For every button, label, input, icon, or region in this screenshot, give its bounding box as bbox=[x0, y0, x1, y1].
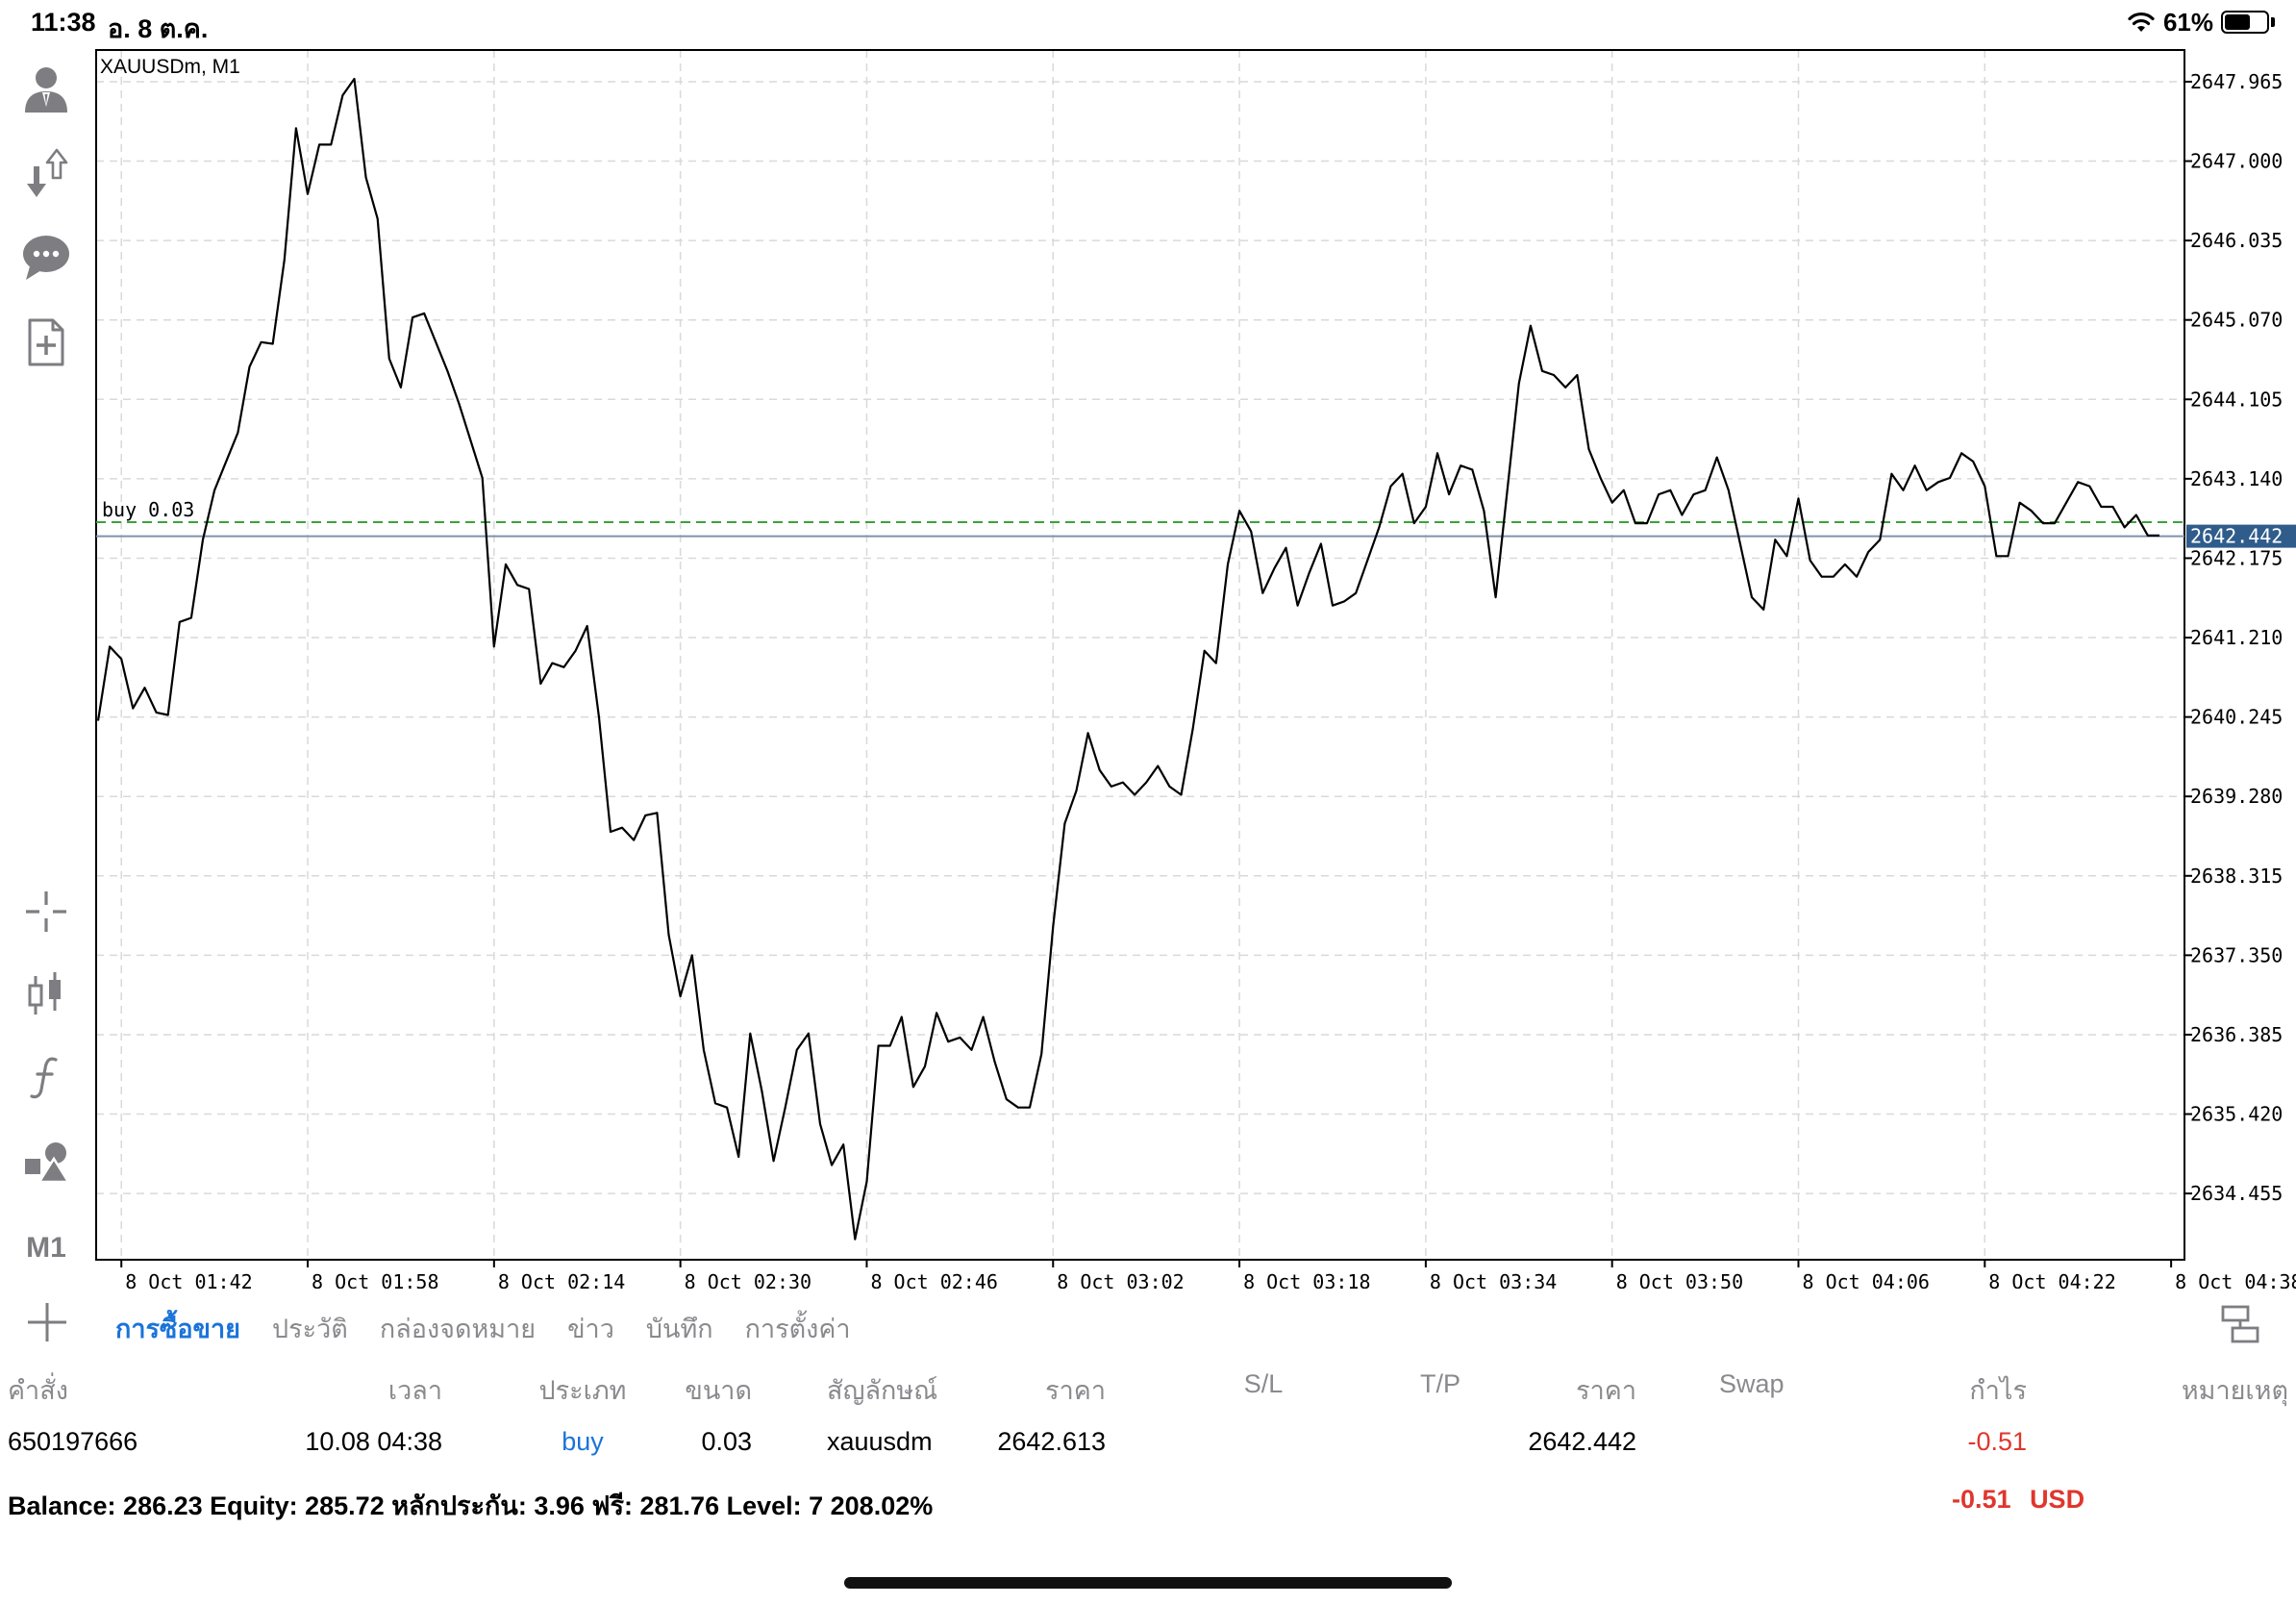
battery-icon bbox=[2221, 11, 2269, 34]
current-price-tag bbox=[2186, 524, 2296, 548]
x-tick-label: 8 Oct 04:06 bbox=[1802, 1270, 1929, 1289]
trade-arrows-icon bbox=[27, 148, 68, 197]
y-tick-label: 2644.105 bbox=[2190, 388, 2283, 411]
order-time: 10.08 04:38 bbox=[305, 1427, 442, 1456]
total-profit-currency: USD bbox=[2030, 1485, 2085, 1514]
y-tick-label: 2642.175 bbox=[2190, 546, 2283, 569]
candlestick-icon bbox=[28, 972, 61, 1015]
total-profit-value: -0.51 bbox=[1952, 1485, 2011, 1514]
x-tick-label: 8 Oct 03:18 bbox=[1243, 1270, 1370, 1289]
col-time: เวลา bbox=[387, 1376, 442, 1405]
new-order-icon bbox=[28, 318, 64, 366]
y-tick-label: 2634.455 bbox=[2190, 1182, 2283, 1205]
time-axis: 8 Oct 01:42 8 Oct 01:58 8 Oct 02:14 8 Oct 0… bbox=[120, 1260, 2296, 1289]
y-tick-label: 2640.245 bbox=[2190, 706, 2283, 729]
new-order-button[interactable] bbox=[17, 313, 75, 371]
y-tick-label: 2636.385 bbox=[2190, 1023, 2283, 1046]
price-axis: 2647.965 2647.000 2646.035 2645.070 2644.105… bbox=[2184, 70, 2283, 1205]
bottom-tabs: การซื้อขาย ประวัติ กล่องจดหมาย ข่าว บันท… bbox=[115, 1308, 851, 1349]
chart-type-button[interactable] bbox=[17, 965, 75, 1023]
total-profit: -0.51 USD bbox=[1952, 1485, 2084, 1515]
battery-level bbox=[2225, 14, 2250, 30]
layout-toggle-button[interactable] bbox=[2219, 1303, 2261, 1345]
col-sl: S/L bbox=[1243, 1369, 1284, 1398]
y-tick-label: 2645.070 bbox=[2190, 309, 2283, 332]
crosshair-button[interactable] bbox=[17, 883, 75, 940]
crosshair-icon bbox=[26, 891, 66, 932]
account-summary: Balance: 286.23 Equity: 285.72 หลักประกั… bbox=[8, 1491, 934, 1520]
trade-button[interactable] bbox=[17, 144, 75, 202]
y-tick-label: 2647.000 bbox=[2190, 150, 2283, 173]
y-tick-label: 2647.965 bbox=[2190, 70, 2283, 93]
plus-icon bbox=[28, 1303, 66, 1341]
objects-icon bbox=[25, 1142, 71, 1184]
price-series-line bbox=[96, 77, 2159, 1241]
chart-frame bbox=[95, 49, 2185, 1261]
order-type: buy bbox=[562, 1427, 604, 1456]
order-profit: -0.51 bbox=[1967, 1427, 2027, 1456]
order-ticket: 650197666 bbox=[8, 1427, 138, 1456]
y-tick-label: 2639.280 bbox=[2190, 785, 2283, 808]
timeframe-button[interactable]: M1 bbox=[26, 1232, 66, 1264]
order-open-price: 2642.613 bbox=[997, 1427, 1106, 1456]
tab-journal[interactable]: บันทึก bbox=[645, 1315, 713, 1343]
layout-icon bbox=[2221, 1305, 2259, 1343]
col-size: ขนาด bbox=[685, 1376, 752, 1405]
chat-button[interactable] bbox=[17, 229, 75, 287]
tab-history[interactable]: ประวัติ bbox=[272, 1315, 348, 1343]
account-icon bbox=[25, 67, 67, 113]
y-tick-label: 2637.350 bbox=[2190, 943, 2283, 966]
y-tick-label: 2646.035 bbox=[2190, 229, 2283, 252]
y-tick-label: 2641.210 bbox=[2190, 626, 2283, 649]
x-tick-label: 8 Oct 03:02 bbox=[1057, 1270, 1184, 1289]
col-profit: กำไร bbox=[1969, 1376, 2027, 1405]
x-tick-label: 8 Oct 04:22 bbox=[1988, 1270, 2115, 1289]
status-indicators: 61% bbox=[2127, 6, 2275, 38]
col-comment: หมายเหตุ bbox=[2181, 1376, 2288, 1405]
status-time: 11:38 bbox=[31, 8, 96, 37]
add-button[interactable] bbox=[23, 1298, 71, 1346]
y-tick-label: 2643.140 bbox=[2190, 467, 2283, 490]
order-size: 0.03 bbox=[701, 1427, 752, 1456]
x-tick-label: 8 Oct 04:38 bbox=[2175, 1270, 2296, 1289]
tab-trade[interactable]: การซื้อขาย bbox=[115, 1315, 240, 1343]
col-symbol: สัญลักษณ์ bbox=[827, 1376, 938, 1405]
y-tick-label: 2638.315 bbox=[2190, 865, 2283, 888]
symbol-label: XAUUSDm, M1 bbox=[100, 56, 240, 78]
tab-settings[interactable]: การตั้งค่า bbox=[744, 1315, 851, 1343]
col-swap: Swap bbox=[1719, 1369, 1784, 1398]
buy-order-label: buy 0.03 bbox=[102, 498, 194, 521]
y-tick-label: 2635.420 bbox=[2190, 1103, 2283, 1126]
account-button[interactable] bbox=[17, 60, 75, 117]
col-open-price: ราคา bbox=[1045, 1376, 1106, 1405]
home-indicator[interactable] bbox=[844, 1577, 1452, 1589]
x-tick-label: 8 Oct 03:34 bbox=[1430, 1270, 1557, 1289]
indicators-button[interactable] bbox=[17, 1048, 75, 1106]
battery-percent: 61% bbox=[2162, 7, 2213, 37]
x-tick-label: 8 Oct 02:14 bbox=[498, 1270, 625, 1289]
tab-mailbox[interactable]: กล่องจดหมาย bbox=[379, 1315, 537, 1343]
wifi-icon bbox=[2128, 12, 2155, 32]
battery-cap bbox=[2271, 17, 2275, 27]
col-type: ประเภท bbox=[538, 1376, 627, 1405]
objects-button[interactable] bbox=[17, 1133, 75, 1190]
col-price: ราคา bbox=[1576, 1376, 1636, 1405]
chart-grid bbox=[96, 50, 2184, 1260]
x-tick-label: 8 Oct 02:30 bbox=[685, 1270, 811, 1289]
col-tp: T/P bbox=[1419, 1369, 1460, 1398]
col-order: คำสั่ง bbox=[8, 1376, 68, 1405]
order-symbol: xauusdm bbox=[827, 1427, 933, 1456]
indicator-f-icon bbox=[30, 1057, 58, 1099]
tab-news[interactable]: ข่าว bbox=[567, 1315, 614, 1343]
chat-icon bbox=[23, 236, 69, 280]
x-tick-label: 8 Oct 03:50 bbox=[1616, 1270, 1743, 1289]
price-chart[interactable]: 2647.965 2647.000 2646.035 2645.070 2644.105… bbox=[0, 0, 2296, 1289]
order-current-price: 2642.442 bbox=[1528, 1427, 1636, 1456]
status-date: อ. 8 ต.ค. bbox=[108, 14, 209, 43]
x-tick-label: 8 Oct 01:42 bbox=[125, 1270, 252, 1289]
x-tick-label: 8 Oct 02:46 bbox=[870, 1270, 997, 1289]
current-price-label: 2642.442 bbox=[2190, 525, 2283, 548]
x-tick-label: 8 Oct 01:58 bbox=[312, 1270, 438, 1289]
